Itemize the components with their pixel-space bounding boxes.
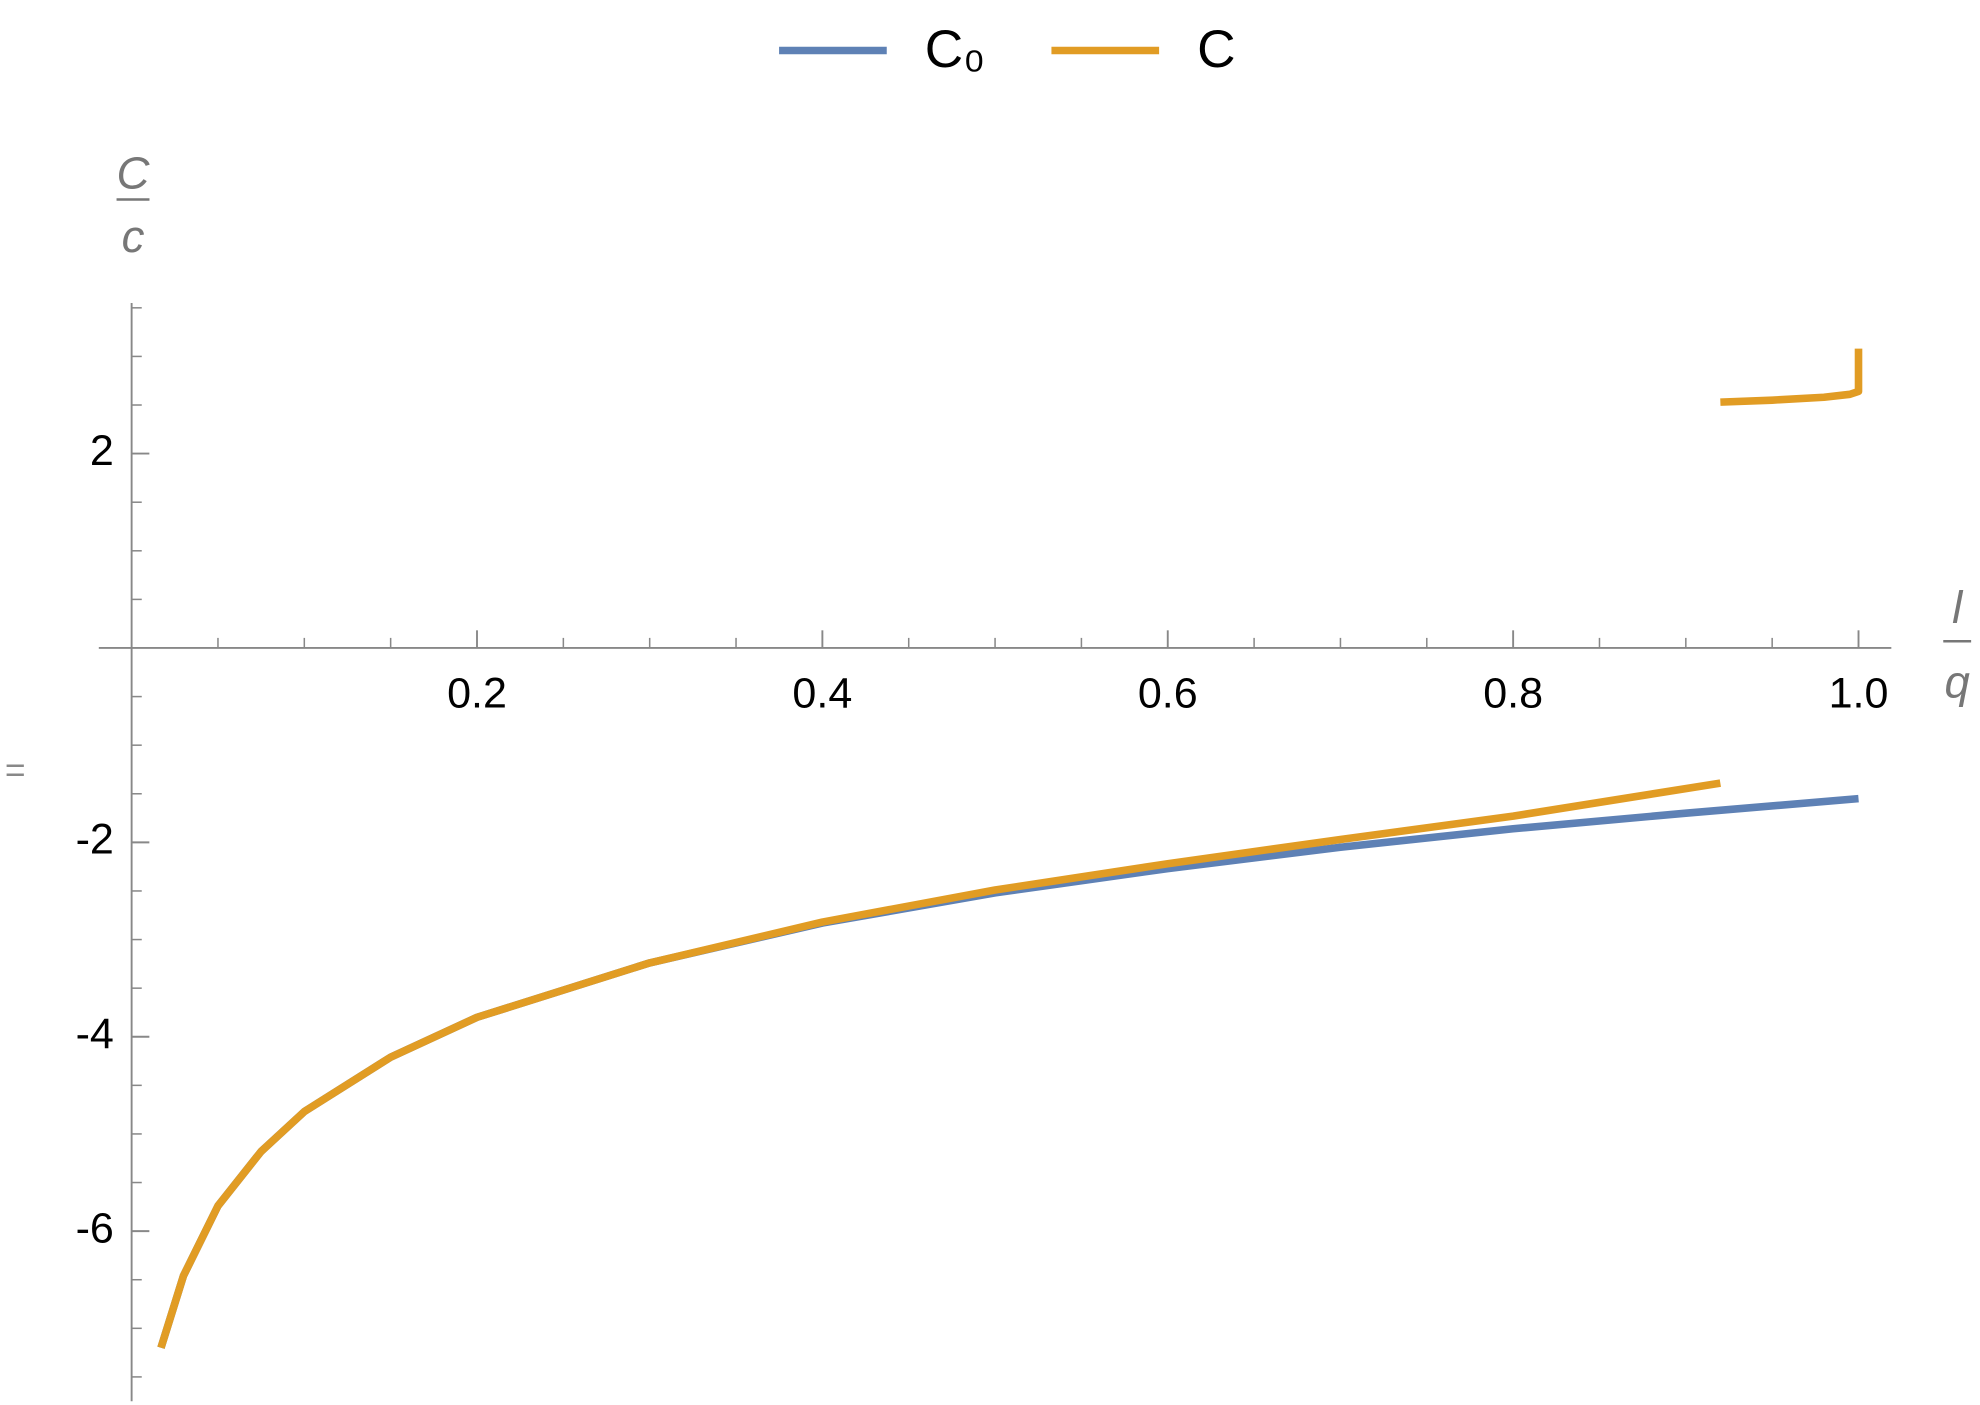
x-tick-label: 0.6 — [1138, 669, 1198, 717]
x-tick-label: 0.8 — [1483, 669, 1543, 717]
x-label-denominator: q — [1945, 657, 1970, 708]
y-tick-label: -2 — [76, 816, 114, 864]
y-tick-label: -4 — [76, 1010, 114, 1058]
x-tick-label: 0.2 — [447, 669, 507, 717]
y-label-numerator: C — [117, 148, 151, 199]
legend-label: C₀ — [925, 20, 986, 79]
x-tick-label: 0.4 — [792, 669, 852, 717]
y-tick-label: -6 — [76, 1205, 114, 1253]
y-tick-label: 2 — [90, 427, 114, 475]
annotation: = — [5, 750, 26, 790]
y-label-denominator: c — [122, 211, 145, 262]
x-label-numerator: l — [1952, 582, 1964, 633]
legend-label: C — [1197, 20, 1235, 79]
x-tick-label: 1.0 — [1829, 669, 1889, 717]
series-line — [157, 348, 1863, 1349]
series-line — [157, 794, 1859, 1349]
